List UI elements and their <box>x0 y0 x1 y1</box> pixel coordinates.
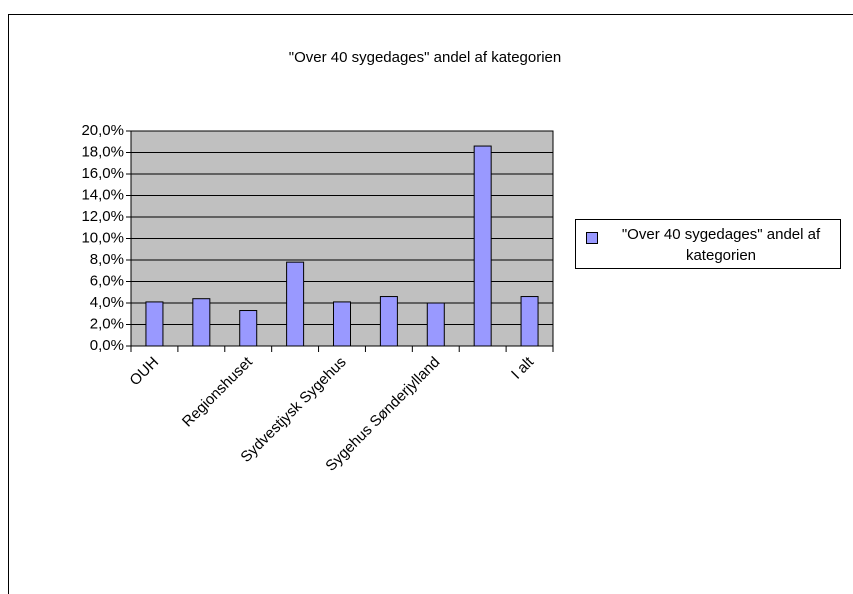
y-tick-label: 4,0% <box>90 294 124 311</box>
y-tick-label: 20,0% <box>81 122 124 139</box>
y-tick-label: 6,0% <box>90 272 124 289</box>
bar <box>520 296 539 347</box>
bar <box>473 145 492 347</box>
y-tick-label: 18,0% <box>81 143 124 160</box>
y-tick-label: 14,0% <box>81 186 124 203</box>
y-tick-label: 16,0% <box>81 165 124 182</box>
y-tick-label: 10,0% <box>81 229 124 246</box>
bar <box>239 310 258 347</box>
bar <box>145 301 164 347</box>
y-tick-label: 12,0% <box>81 208 124 225</box>
chart-title: "Over 40 sygedages" andel af kategorien <box>289 49 562 66</box>
bar <box>426 302 445 347</box>
y-tick-label: 8,0% <box>90 251 124 268</box>
bar <box>286 261 305 347</box>
y-tick-label: 2,0% <box>90 315 124 332</box>
legend: "Over 40 sygedages" andel af kategorien <box>575 219 841 269</box>
bar <box>192 298 211 347</box>
y-tick-label: 0,0% <box>90 337 124 354</box>
legend-swatch <box>586 232 598 244</box>
bar <box>379 296 398 347</box>
bar <box>333 301 351 347</box>
legend-label: "Over 40 sygedages" andel af kategorien <box>621 226 821 264</box>
